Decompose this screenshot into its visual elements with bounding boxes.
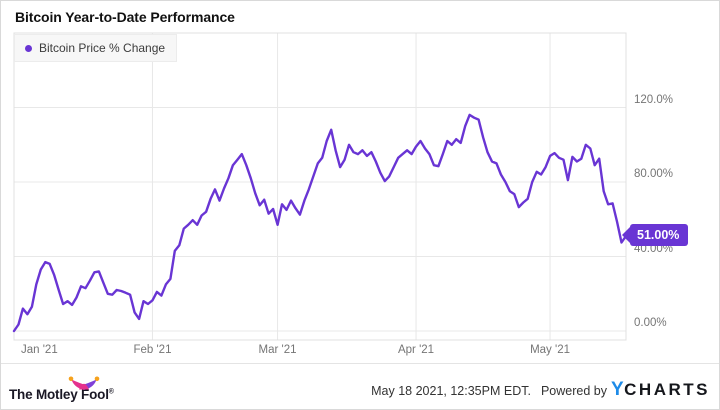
y-axis-label: 120.0% (634, 93, 674, 106)
y-axis-label: 80.00% (634, 168, 674, 180)
legend: Bitcoin Price % Change (14, 34, 177, 62)
chart-title: Bitcoin Year-to-Date Performance (15, 9, 235, 25)
motley-fool-logo: The Motley Fool® (9, 376, 114, 402)
x-axis-label: Mar '21 (258, 344, 297, 356)
ycharts-wordmark: CHARTS (624, 380, 710, 399)
timestamp: May 18 2021, 12:35PM EDT. (371, 384, 531, 398)
x-axis-label: May '21 (530, 344, 571, 356)
ycharts-y-glyph: Y (610, 379, 625, 400)
series-marker-icon (25, 44, 32, 52)
motley-fool-wordmark: The Motley Fool (9, 387, 109, 402)
legend-series-label: Bitcoin Price % Change (39, 41, 166, 55)
y-axis-label: 0.00% (634, 317, 667, 329)
jester-hat-icon (68, 376, 100, 390)
powered-by-label: Powered by (540, 384, 607, 398)
x-axis-label: Feb '21 (133, 344, 172, 356)
registered-mark: ® (108, 388, 114, 396)
x-axis-label: Apr '21 (397, 344, 435, 356)
ycharts-logo: YCHARTS (611, 379, 710, 401)
last-value-badge: 51.00% (621, 224, 689, 246)
footer-divider (1, 363, 719, 364)
footer-attribution: May 18 2021, 12:35PM EDT. Powered by YCH… (371, 379, 710, 401)
x-axis-label: Jan '21 (21, 344, 58, 356)
